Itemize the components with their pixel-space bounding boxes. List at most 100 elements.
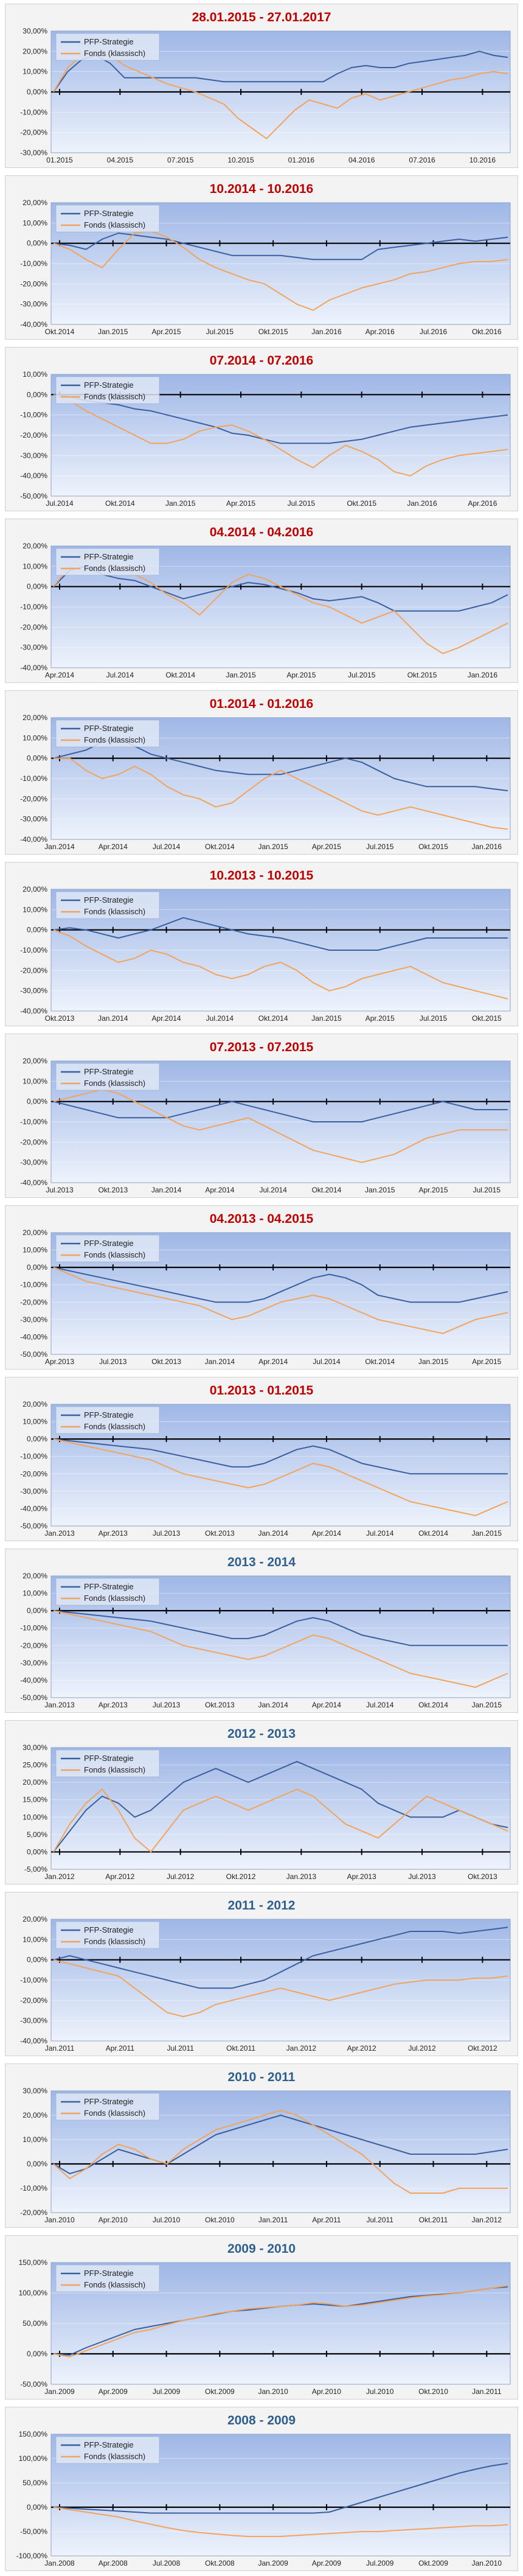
legend-label-pfp-strategie: PFP-Strategie (84, 1925, 134, 1934)
y-tick-label: -30,00% (20, 1158, 47, 1167)
series-line-fonds-klassisch (53, 1959, 508, 2017)
y-tick-label: -40,00% (20, 320, 47, 329)
y-tick-label: 0,00% (27, 2503, 47, 2511)
x-tick-label: Jul.2013 (99, 1357, 127, 1366)
x-tick-label: Jan.2015 (226, 671, 256, 679)
y-tick-label: 20,00% (23, 1228, 47, 1237)
x-tick-label: Apr.2009 (99, 2387, 128, 2396)
x-tick-label: Jan.2013 (44, 1701, 75, 1709)
y-tick-label: 0,00% (27, 1435, 47, 1443)
legend-label-fonds-klassisch: Fonds (klassisch) (84, 1765, 145, 1774)
y-tick-label: -30,00% (20, 149, 47, 157)
x-tick-label: Okt.2011 (226, 2044, 255, 2053)
chart-panel: 04.2013 - 04.2015 20,00% 10,00% 0,00% -10,00… (5, 1205, 518, 1370)
y-tick-label: 20,00% (23, 1915, 47, 1923)
legend-box (55, 719, 160, 747)
y-tick-label: -10,00% (20, 1118, 47, 1126)
legend-label-fonds-klassisch: Fonds (klassisch) (84, 564, 145, 573)
legend-box (55, 2436, 160, 2464)
y-tick-label: 20,00% (23, 713, 47, 722)
series-line-pfp-strategie (53, 1610, 508, 1647)
y-tick-label: -20,00% (20, 1138, 47, 1146)
x-tick-label: Okt.2014 (105, 499, 135, 508)
x-tick-label: Okt.2014 (312, 1186, 342, 1194)
legend-box (55, 376, 160, 404)
x-tick-label: Okt.2012 (226, 1872, 256, 1881)
x-tick-label: Okt.2015 (472, 1014, 502, 1023)
x-tick-label: Jul.2014 (46, 499, 74, 508)
x-tick-label: Okt.2014 (205, 842, 235, 851)
y-tick-label: -10,00% (20, 2184, 47, 2193)
x-tick-label: Jan.2016 (472, 842, 502, 851)
x-tick-label: Jul.2014 (259, 1186, 287, 1194)
y-tick-label: -30,00% (20, 643, 47, 652)
x-tick-label: Jul.2010 (153, 2216, 181, 2224)
x-tick-label: Apr.2011 (312, 2216, 341, 2224)
y-tick-label: 0,00% (27, 1956, 47, 1964)
legend-label-pfp-strategie: PFP-Strategie (84, 2269, 134, 2278)
legend-label-pfp-strategie: PFP-Strategie (84, 1067, 134, 1076)
x-tick-label: Okt.2013 (45, 1014, 75, 1023)
y-tick-label: 10,00% (23, 2135, 47, 2144)
legend-label-pfp-strategie: PFP-Strategie (84, 1239, 134, 1248)
line-chart: 2010 - 2011 30,00% 20,00% 10,00% 0,00% -10,00… (20, 2070, 511, 2224)
plot-area (50, 1060, 511, 1183)
x-tick-label: Jul.2014 (313, 1357, 341, 1366)
legend-box (55, 1578, 160, 1606)
x-tick-label: Apr.2008 (99, 2559, 128, 2567)
x-tick-label: Jul.2013 (153, 1701, 181, 1709)
legend-label-fonds-klassisch: Fonds (klassisch) (84, 1594, 145, 1603)
y-tick-label: 20,00% (23, 885, 47, 894)
legend-box (55, 1921, 160, 1949)
x-tick-label: Apr.2014 (152, 1014, 181, 1023)
y-tick-label: 25,00% (23, 1761, 47, 1769)
y-tick-label: 10,00% (23, 370, 47, 379)
x-tick-label: Okt.2013 (151, 1357, 181, 1366)
y-tick-label: 10,00% (23, 905, 47, 914)
x-tick-label: Jan.2011 (258, 2216, 288, 2224)
x-tick-label: Jul.2010 (366, 2387, 394, 2396)
y-tick-label: -10,00% (20, 774, 47, 783)
chart-panel: 2011 - 2012 20,00% 10,00% 0,00% -10,00% -20,0… (5, 1892, 518, 2056)
x-tick-label: Jul.2009 (153, 2387, 181, 2396)
y-tick-label: 10,00% (23, 562, 47, 570)
y-tick-label: -40,00% (20, 472, 47, 480)
legend-label-pfp-strategie: PFP-Strategie (84, 2097, 134, 2106)
chart-panel: 2012 - 2013 30,00% 25,00% 20,00% 15,00% 10,00… (5, 1720, 518, 1885)
x-tick-label: Jan.2013 (44, 1529, 75, 1538)
x-tick-label: Apr.2015 (365, 1014, 395, 1023)
series-line-fonds-klassisch (53, 1788, 508, 1853)
y-tick-label: 0,00% (27, 2350, 47, 2358)
y-tick-label: -10,00% (20, 946, 47, 954)
x-tick-label: Okt.2013 (205, 1529, 235, 1538)
y-tick-label: 5,00% (27, 1830, 47, 1839)
legend-box (55, 2264, 160, 2292)
chart-panel: 2013 - 2014 20,00% 10,00% 0,00% -10,00% -20,0… (5, 1549, 518, 1713)
y-tick-label: -30,00% (20, 451, 47, 460)
x-tick-label: Okt.2014 (365, 1357, 395, 1366)
x-tick-label: Jul.2013 (46, 1186, 74, 1194)
x-tick-label: Jan.2015 (472, 1529, 502, 1538)
x-tick-label: Jan.2015 (165, 499, 196, 508)
y-tick-label: -10,00% (20, 603, 47, 611)
y-tick-label: -40,00% (20, 1178, 47, 1187)
x-tick-label: Apr.2014 (99, 842, 128, 851)
series-line-pfp-strategie (53, 1927, 508, 1989)
legend-label-fonds-klassisch: Fonds (klassisch) (84, 1079, 145, 1088)
x-tick-label: Jan.2013 (286, 1872, 317, 1881)
x-tick-label: Apr.2011 (106, 2044, 134, 2053)
y-tick-label: 0,00% (27, 583, 47, 591)
legend-label-pfp-strategie: PFP-Strategie (84, 724, 134, 733)
legend-label-pfp-strategie: PFP-Strategie (84, 209, 134, 218)
y-tick-label: -20,00% (20, 623, 47, 631)
x-tick-label: Apr.2016 (365, 327, 395, 336)
y-tick-label: 10,00% (23, 733, 47, 742)
y-tick-label: 15,00% (23, 1796, 47, 1804)
x-tick-label: Jan.2009 (44, 2387, 75, 2396)
y-tick-label: -30,00% (20, 2017, 47, 2025)
x-tick-label: Jan.2014 (151, 1186, 182, 1194)
x-tick-label: Apr.2015 (226, 499, 255, 508)
y-tick-label: -50,00% (20, 1350, 47, 1359)
x-tick-label: Okt.2014 (418, 1701, 448, 1709)
x-tick-label: Jan.2010 (258, 2387, 288, 2396)
